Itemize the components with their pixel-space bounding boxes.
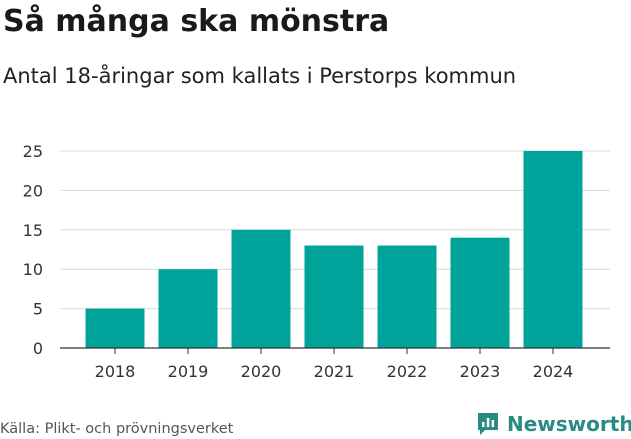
bar-2022 [377,245,437,348]
bar-2021 [304,245,364,348]
brand-name: Newsworthy [507,412,631,436]
bar-2018 [85,308,145,348]
x-tick-label: 2020 [241,362,282,381]
chart-title: Så många ska mönstra [3,4,390,39]
y-tick-label: 10 [23,260,43,279]
bars [85,151,583,348]
y-tick-label: 25 [23,142,43,161]
x-axis [60,347,610,354]
y-tick-label: 15 [23,221,43,240]
x-tick-label: 2023 [460,362,501,381]
chart-subtitle: Antal 18-åringar som kallats i Perstorps… [3,64,517,88]
y-tick-label: 20 [23,181,43,200]
x-tick-label: 2019 [168,362,209,381]
x-tick-label: 2018 [95,362,136,381]
y-tick-label: 5 [33,300,43,319]
bar-2020 [231,229,291,348]
source-note: Källa: Plikt- och prövningsverket [0,421,234,437]
tick-labels: 0 5 10 15 20 25 2018 2019 2020 2021 2022 2023 2024 [23,142,574,381]
brand-logo[interactable]: Newsworthy [476,409,631,439]
x-tick-label: 2022 [387,362,428,381]
x-tick-label: 2021 [314,362,355,381]
bar-2024 [523,151,583,348]
x-tick-label: 2024 [533,362,574,381]
y-tick-label: 0 [33,339,43,358]
bar-2023 [450,237,510,348]
bar-2019 [158,269,218,348]
chat-bubble-bar-chart-icon [478,413,498,435]
